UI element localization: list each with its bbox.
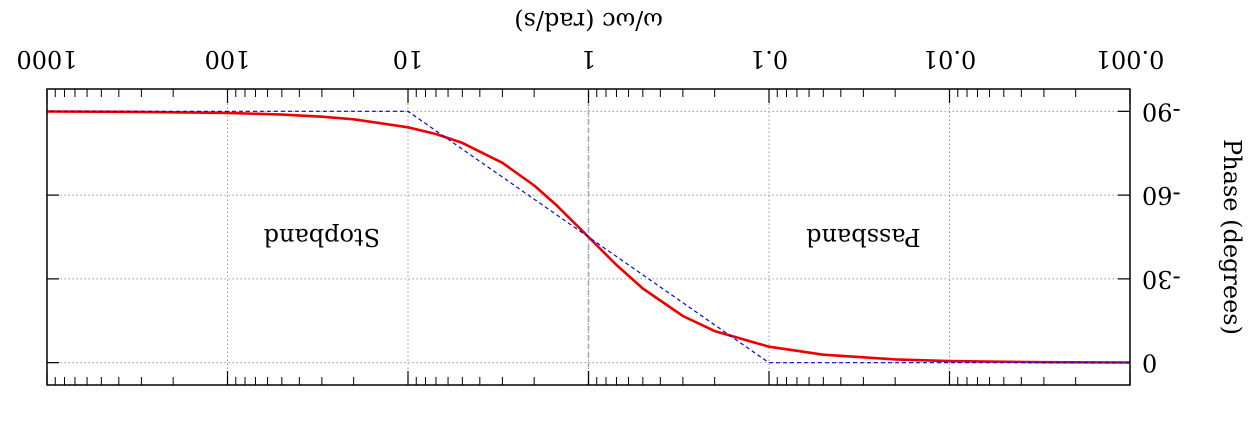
x-tick-label: 0.1 — [750, 45, 788, 73]
y-tick-label: -30 — [1142, 265, 1181, 293]
x-axis-label: ω/ωc (rad/s) — [514, 7, 663, 35]
x-tick-label: 100 — [205, 45, 251, 73]
x-tick-label: 1000 — [16, 45, 77, 73]
region-label-passband: Passband — [806, 223, 921, 251]
series-layer — [46, 110, 1131, 364]
x-tick-label: 1 — [581, 45, 596, 73]
y-tick-label: -90 — [1142, 97, 1181, 125]
minor-ticks-layer — [46, 89, 1131, 385]
tick-labels-layer: 0.001 0.01 0.1 1 10 100 1000 0 -30 -60 -90 — [16, 45, 1180, 377]
y-axis-label: Phase (degrees) — [1218, 139, 1246, 335]
x-tick-label: 0.001 — [1096, 45, 1165, 73]
region-label-stopband: Stopband — [264, 223, 380, 251]
grid-layer — [47, 89, 1130, 385]
plot-frame — [46, 88, 1131, 386]
asymptote-line — [47, 110, 1130, 364]
y-tick-label: 0 — [1142, 349, 1157, 377]
y-tick-label: -60 — [1142, 181, 1181, 209]
phase-curve — [46, 110, 1131, 364]
x-tick-label: 10 — [393, 45, 424, 73]
x-tick-label: 0.01 — [923, 45, 976, 73]
annotations-layer: Passband Stopband — [264, 223, 921, 251]
